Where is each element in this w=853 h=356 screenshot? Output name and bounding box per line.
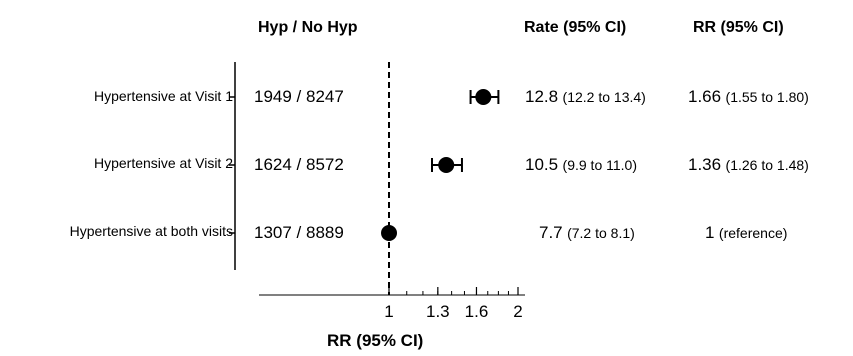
rate-estimate: 7.7 — [539, 223, 563, 242]
x-tick-label: 1 — [384, 302, 393, 321]
x-tick-label: 1.3 — [426, 302, 450, 321]
rate-ci: (12.2 to 13.4) — [562, 89, 646, 105]
rr-both: 1 (reference) — [705, 223, 787, 243]
rate-visit1: 12.8 (12.2 to 13.4) — [525, 87, 646, 107]
point-estimate — [438, 157, 455, 173]
counts-both: 1307 / 8889 — [254, 223, 344, 242]
point-estimate — [381, 225, 397, 241]
x-axis-label: RR (95% CI) — [327, 331, 424, 350]
point-estimate — [475, 89, 492, 105]
row-label-visit2: Hypertensive at Visit 2 — [93, 155, 233, 171]
row-label-both: Hypertensive at both visits — [69, 223, 233, 239]
rate-ci: (7.2 to 8.1) — [567, 225, 635, 241]
rate-both: 7.7 (7.2 to 8.1) — [539, 223, 635, 243]
rr-ci: (reference) — [718, 225, 788, 241]
rr-estimate: 1.66 — [688, 87, 722, 106]
rr-estimate: 1.36 — [688, 155, 722, 174]
counts-visit2: 1624 / 8572 — [254, 155, 344, 174]
x-tick-label: 1.6 — [465, 302, 489, 321]
rr-estimate: 1 — [705, 223, 715, 242]
rr-visit2: 1.36 (1.26 to 1.48) — [688, 155, 809, 175]
rate-ci: (9.9 to 11.0) — [562, 157, 637, 173]
rate-visit2: 10.5 (9.9 to 11.0) — [525, 155, 637, 175]
counts-header: Hyp / No Hyp — [258, 19, 358, 36]
rate-header: Rate (95% CI) — [524, 19, 627, 36]
rate-estimate: 10.5 — [525, 155, 559, 174]
rr-ci: (1.26 to 1.48) — [725, 157, 809, 173]
rate-estimate: 12.8 — [525, 87, 559, 106]
rr-header: RR (95% CI) — [693, 19, 784, 36]
counts-visit1: 1949 / 8247 — [254, 87, 344, 106]
rr-ci: (1.55 to 1.80) — [725, 89, 809, 105]
rr-visit1: 1.66 (1.55 to 1.80) — [688, 87, 809, 107]
row-label-visit1: Hypertensive at Visit 1 — [93, 88, 233, 104]
x-tick-label: 2 — [513, 302, 522, 321]
